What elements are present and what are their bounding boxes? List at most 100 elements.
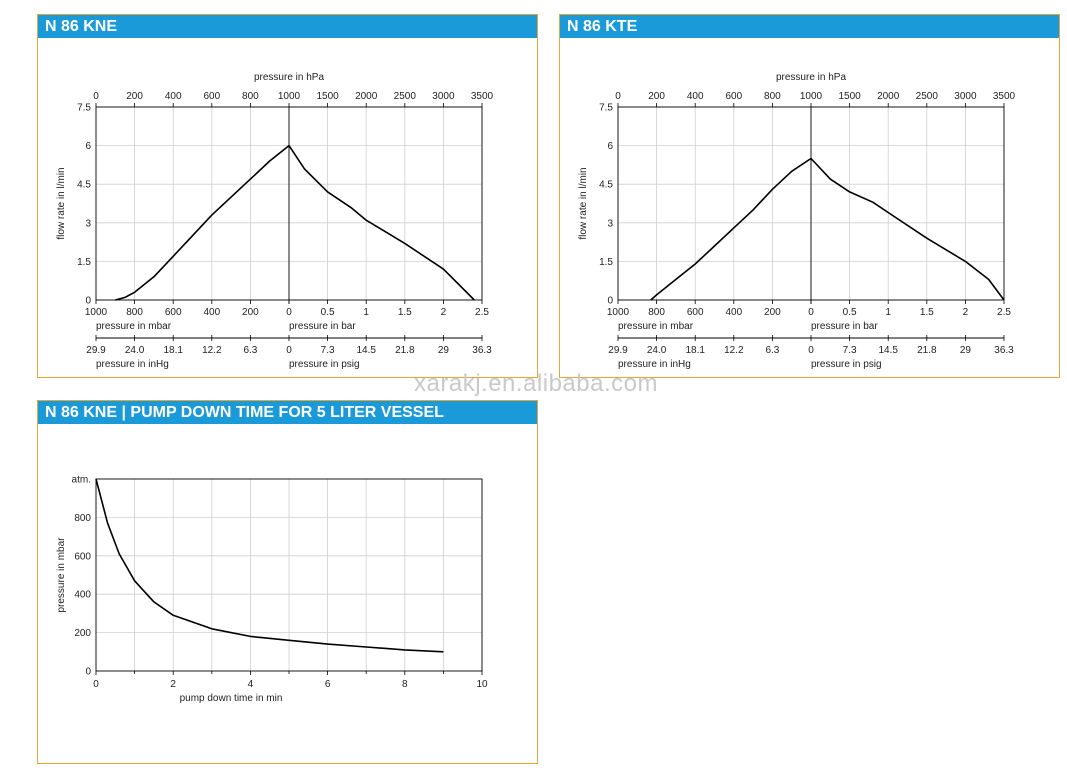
top-tick-label: 0 (93, 91, 99, 102)
psig-axis-label: pressure in psig (811, 359, 882, 370)
top-tick-label: 400 (165, 91, 182, 102)
x-axis-label: pump down time in min (180, 693, 283, 704)
chart-title: N 86 KNE (38, 15, 537, 38)
mbar-tick-label: 600 (687, 307, 704, 318)
inhg-tick-label: 18.1 (685, 345, 705, 356)
top-tick-label: 0 (615, 91, 621, 102)
inhg-tick-label: 29.9 (608, 345, 628, 356)
bar-tick-label: 0 (808, 307, 814, 318)
x-tick-label: 10 (476, 679, 488, 690)
bar-tick-label: 0.5 (843, 307, 857, 318)
top-tick-label: 1000 (278, 91, 301, 102)
chart-title: N 86 KNE | PUMP DOWN TIME FOR 5 LITER VE… (38, 401, 537, 424)
mbar-axis-label: pressure in mbar (618, 321, 694, 332)
x-tick-label: 6 (325, 679, 331, 690)
top-tick-label: 600 (725, 91, 742, 102)
y-tick-label: 0 (607, 296, 613, 307)
flow-chart-kte: 01.534.567.50 200 400 600 800 1000 1500 2000 250… (578, 72, 1016, 370)
top-tick-label: 800 (242, 91, 259, 102)
top-tick-label: 200 (648, 91, 665, 102)
top-tick-label: 200 (126, 91, 143, 102)
inhg-tick-label: 24.0 (647, 345, 667, 356)
chart-panel-kne: N 86 KNE 0 1.5 3 4.5 6 7.5 0 200 400 600 800 1000 15… (37, 14, 538, 378)
psig-tick-label: 14.5 (356, 345, 376, 356)
x-tick-label: 2 (170, 679, 176, 690)
top-tick-label: 1500 (316, 91, 339, 102)
mbar-tick-label: 400 (725, 307, 742, 318)
bar-tick-label: 1 (363, 307, 369, 318)
y-tick-label: 6 (85, 141, 91, 152)
bar-axis-label: pressure in bar (289, 321, 356, 332)
bar-tick-label: 2 (441, 307, 447, 318)
y-tick-label: 400 (74, 590, 91, 601)
top-tick-label: 2500 (916, 91, 939, 102)
top-tick-label: 2000 (355, 91, 378, 102)
pumpdown-curve (95, 478, 444, 653)
top-tick-label: 3500 (471, 91, 494, 102)
x-tick-label: 0 (93, 679, 99, 690)
vacuum-curve (650, 157, 812, 301)
mbar-axis-label: pressure in mbar (96, 321, 172, 332)
x-tick-label: 8 (402, 679, 408, 690)
y-tick-label: 800 (74, 513, 91, 524)
mbar-tick-label: 800 (126, 307, 143, 318)
chart-panel-pumpdown: N 86 KNE | PUMP DOWN TIME FOR 5 LITER VE… (37, 400, 538, 764)
y-axis-label: flow rate in l/min (56, 167, 67, 239)
inhg-tick-label: 6.3 (243, 345, 257, 356)
inhg-tick-label: 12.2 (202, 345, 222, 356)
y-tick-label: 3 (607, 218, 613, 229)
inhg-axis-label: pressure in inHg (618, 359, 691, 370)
top-axis-label: pressure in hPa (776, 72, 846, 83)
mbar-tick-label: 200 (242, 307, 259, 318)
inhg-tick-label: 12.2 (724, 345, 744, 356)
flow-chart-kne: 01.534.567.50 200 400 600 800 1000 1500 2000 250… (56, 72, 494, 370)
mbar-tick-label: 1000 (85, 307, 108, 318)
watermark: xarakj.en.alibaba.com (414, 370, 658, 397)
y-tick-label: 7.5 (77, 103, 91, 114)
psig-tick-label: 29 (960, 345, 972, 356)
top-tick-label: 2500 (394, 91, 417, 102)
y-tick-label: 6 (607, 141, 613, 152)
vacuum-curve (115, 144, 290, 301)
y-tick-label: atm. (72, 475, 91, 486)
top-tick-label: 3000 (954, 91, 977, 102)
y-tick-label: 3 (85, 218, 91, 229)
psig-tick-label: 14.5 (878, 345, 898, 356)
top-tick-label: 600 (203, 91, 220, 102)
y-tick-label: 0 (85, 296, 91, 307)
y-tick-label: 1.5 (599, 257, 613, 268)
y-tick-label: 7.5 (599, 103, 613, 114)
top-tick-label: 1500 (838, 91, 861, 102)
mbar-tick-label: 800 (648, 307, 665, 318)
mbar-tick-label: 600 (165, 307, 182, 318)
bar-tick-label: 1.5 (920, 307, 934, 318)
y-tick-label: 1.5 (77, 257, 91, 268)
top-tick-label: 2000 (877, 91, 900, 102)
y-tick-label: 4.5 (77, 180, 91, 191)
bar-tick-label: 1 (885, 307, 891, 318)
pressure-curve (288, 145, 475, 301)
top-tick-label: 800 (764, 91, 781, 102)
inhg-axis-label: pressure in inHg (96, 359, 169, 370)
psig-tick-label: 0 (286, 345, 292, 356)
psig-tick-label: 7.3 (843, 345, 857, 356)
bar-tick-label: 2.5 (997, 307, 1011, 318)
top-axis-label: pressure in hPa (254, 72, 324, 83)
psig-tick-label: 21.8 (395, 345, 415, 356)
bar-tick-label: 0.5 (321, 307, 335, 318)
y-tick-label: 600 (74, 551, 91, 562)
top-tick-label: 1000 (800, 91, 823, 102)
y-axis-label: flow rate in l/min (578, 167, 589, 239)
y-tick-label: 0 (85, 667, 91, 678)
y-tick-label: 4.5 (599, 180, 613, 191)
top-tick-label: 3500 (993, 91, 1016, 102)
bar-tick-label: 2 (963, 307, 969, 318)
pumpdown-chart: 0 200 400 600 800 atm. 0 2 4 6 8 10 pump down time i… (56, 475, 488, 705)
bar-tick-label: 1.5 (398, 307, 412, 318)
pressure-curve (810, 157, 1005, 301)
inhg-tick-label: 18.1 (163, 345, 183, 356)
psig-tick-label: 0 (808, 345, 814, 356)
psig-axis-label: pressure in psig (289, 359, 360, 370)
psig-tick-label: 21.8 (917, 345, 937, 356)
x-tick-label: 4 (248, 679, 254, 690)
